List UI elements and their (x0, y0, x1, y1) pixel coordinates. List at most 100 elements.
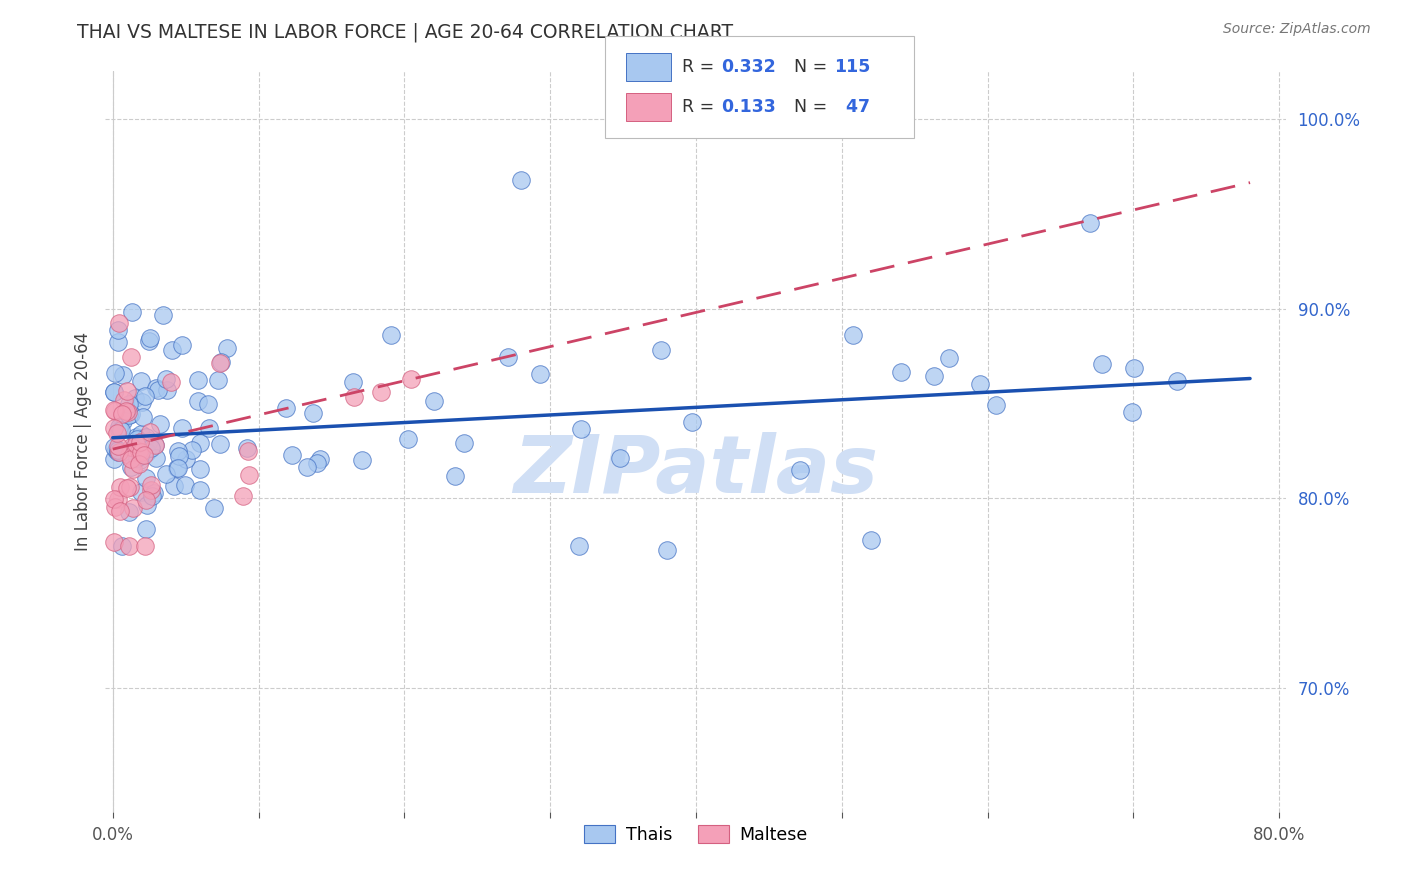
Point (136, 445, 159, 459)
Point (188, 483, 211, 498)
Point (571, 422, 593, 436)
Text: 0.332: 0.332 (721, 58, 776, 76)
Point (146, 384, 169, 398)
Point (129, 374, 152, 388)
Point (170, 338, 193, 352)
Point (135, 522, 157, 536)
Point (129, 449, 152, 463)
Point (1078, 216, 1101, 230)
Point (139, 477, 162, 491)
Point (104, 500, 127, 514)
Point (120, 407, 142, 421)
Point (108, 445, 131, 459)
Point (155, 467, 177, 482)
Point (197, 397, 219, 411)
Point (1122, 361, 1144, 376)
Text: ZIPatlas: ZIPatlas (513, 432, 879, 510)
Point (127, 450, 149, 465)
Point (399, 372, 422, 386)
Point (118, 397, 141, 411)
Point (107, 439, 129, 453)
Point (120, 451, 142, 466)
Point (118, 448, 141, 462)
Point (128, 452, 150, 467)
Point (232, 489, 254, 503)
Point (125, 432, 148, 446)
Point (128, 457, 150, 471)
Point (238, 443, 260, 458)
Point (115, 404, 138, 418)
Point (107, 323, 129, 337)
Point (209, 436, 232, 450)
Point (104, 443, 127, 458)
Point (125, 437, 148, 451)
Point (301, 406, 323, 420)
Text: N =: N = (794, 98, 834, 116)
Point (141, 483, 163, 497)
Point (121, 442, 143, 456)
Point (190, 462, 212, 476)
Point (138, 434, 160, 448)
Point (112, 393, 135, 408)
Point (938, 351, 960, 365)
Point (107, 425, 129, 440)
Point (120, 459, 142, 474)
Point (103, 440, 125, 454)
Point (128, 443, 150, 458)
Point (103, 403, 125, 417)
Point (117, 405, 139, 419)
Point (924, 368, 946, 383)
Point (120, 440, 142, 454)
Point (148, 417, 170, 431)
Point (103, 385, 125, 400)
Point (209, 356, 232, 370)
Point (139, 331, 162, 345)
Point (155, 372, 177, 386)
Point (380, 328, 402, 343)
Point (215, 341, 238, 355)
Point (108, 316, 131, 330)
Point (104, 366, 127, 380)
Point (141, 442, 163, 456)
Point (122, 462, 145, 476)
Point (112, 368, 135, 383)
Point (498, 351, 520, 365)
Text: THAI VS MALTESE IN LABOR FORCE | AGE 20-64 CORRELATION CHART: THAI VS MALTESE IN LABOR FORCE | AGE 20-… (77, 22, 734, 42)
Point (115, 384, 138, 398)
Point (103, 384, 125, 399)
Point (103, 535, 125, 549)
Point (1091, 357, 1114, 371)
Point (202, 500, 225, 515)
Point (145, 381, 167, 395)
Point (681, 415, 703, 429)
Point (103, 452, 125, 467)
Point (103, 421, 125, 435)
Point (160, 375, 183, 389)
Point (142, 485, 165, 500)
Point (124, 392, 146, 406)
Point (138, 334, 160, 348)
Point (141, 489, 163, 503)
Point (111, 539, 134, 553)
Point (190, 436, 212, 450)
Point (134, 389, 156, 403)
Y-axis label: In Labor Force | Age 20-64: In Labor Force | Age 20-64 (73, 332, 91, 551)
Point (156, 383, 179, 397)
Point (135, 493, 157, 508)
Text: Source: ZipAtlas.com: Source: ZipAtlas.com (1223, 22, 1371, 37)
Point (136, 498, 159, 512)
Point (107, 445, 129, 459)
Point (134, 539, 156, 553)
Legend: Thais, Maltese: Thais, Maltese (576, 819, 815, 851)
Point (529, 368, 551, 382)
Point (342, 375, 364, 389)
Point (167, 444, 190, 458)
Point (238, 468, 260, 483)
Point (859, 533, 882, 548)
Point (609, 450, 631, 465)
Point (103, 491, 125, 506)
Point (423, 393, 446, 408)
Text: N =: N = (794, 58, 834, 76)
Point (122, 500, 145, 515)
Point (453, 436, 475, 450)
